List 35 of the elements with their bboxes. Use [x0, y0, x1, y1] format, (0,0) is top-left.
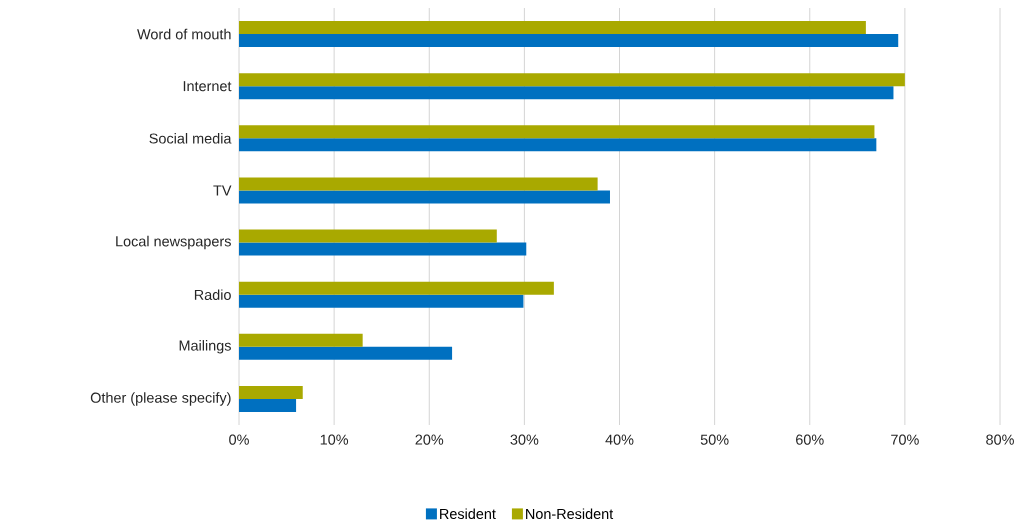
- bar: [239, 346, 453, 360]
- bar: [239, 333, 363, 347]
- bar: [239, 21, 866, 35]
- y-tick-label: Internet: [183, 81, 232, 92]
- bar: [239, 385, 303, 399]
- legend-label: Resident: [440, 508, 496, 520]
- bar: [239, 138, 877, 152]
- bar: [239, 34, 899, 48]
- y-tick-label: Social media: [149, 133, 232, 144]
- x-tick-label: 0%: [229, 434, 249, 445]
- y-tick-label: Local newspapers: [116, 235, 231, 250]
- x-tick-label: 40%: [605, 434, 634, 445]
- bar: [239, 190, 610, 204]
- x-tick-label: 30%: [510, 434, 539, 445]
- y-tick-label: Word of mouth: [137, 28, 231, 40]
- bar: [239, 86, 894, 100]
- bar: [239, 294, 524, 308]
- bar: [239, 229, 497, 243]
- bar: [239, 281, 554, 295]
- legend-label: Non-Resident: [526, 508, 614, 520]
- bar: [239, 242, 527, 256]
- x-tick-label: 60%: [796, 434, 824, 445]
- bar: [239, 73, 905, 87]
- bar: [239, 177, 598, 191]
- bar: [239, 398, 297, 412]
- y-tick-label: Mailings: [179, 340, 231, 354]
- bar: [239, 125, 875, 139]
- x-tick-label: 80%: [986, 434, 1014, 445]
- x-tick-label: 50%: [700, 434, 729, 445]
- y-tick-label: Other (please specify): [90, 392, 231, 406]
- y-tick-label: Radio: [194, 289, 231, 300]
- x-tick-label: 10%: [320, 434, 349, 445]
- y-tick-label: TV: [213, 185, 232, 196]
- x-tick-label: 20%: [415, 434, 444, 445]
- x-tick-label: 70%: [891, 434, 919, 445]
